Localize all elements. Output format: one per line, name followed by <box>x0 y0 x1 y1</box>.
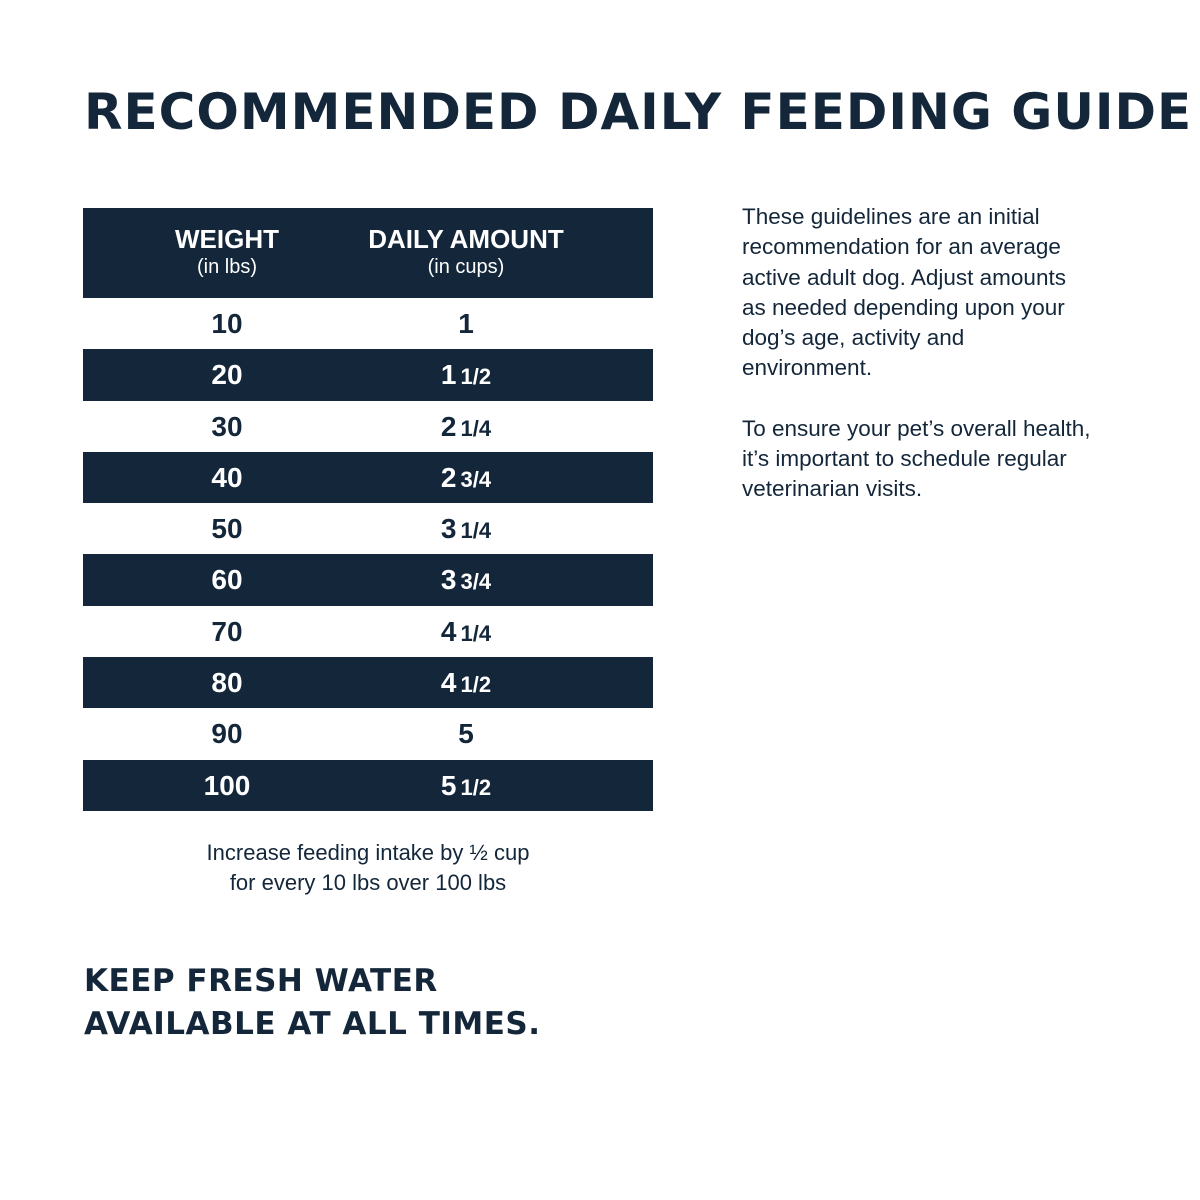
weight-cell: 30 <box>211 410 243 442</box>
amount-whole: 1 <box>440 359 457 391</box>
fresh-water-note-line: AVAILABLE AT ALL TIMES. <box>84 1006 541 1042</box>
amount-fraction: 1/2 <box>460 774 492 800</box>
amount-whole: 5 <box>440 769 457 801</box>
daily-amount-cell: 5 1/2 <box>336 760 596 811</box>
table-row: 10 1 <box>83 298 653 350</box>
daily-amount-cell: 4 1/2 <box>336 657 596 708</box>
weight-cell: 20 <box>211 359 243 391</box>
amount-fraction: 1/4 <box>460 620 492 646</box>
weight-cell: 80 <box>211 667 243 699</box>
amount-whole: 1 <box>458 308 474 339</box>
guidelines-paragraph: These guidelines are an initial recommend… <box>742 202 1142 384</box>
weight-header-unit: (in lbs) <box>196 256 257 278</box>
daily-amount-cell: 4 1/4 <box>336 606 596 657</box>
text-line: environment. <box>742 355 873 381</box>
table-row: 70 4 1/4 <box>83 605 653 658</box>
fresh-water-note: KEEP FRESH WATER AVAILABLE AT ALL TIMES. <box>84 960 644 1046</box>
amount-whole: 2 <box>440 461 457 493</box>
amount-fraction: 3/4 <box>460 569 492 595</box>
text-line: recommendation for an average <box>742 234 1061 260</box>
weight-cell: 60 <box>211 564 243 596</box>
weight-cell: 10 <box>211 308 243 339</box>
amount-whole: 5 <box>458 718 474 750</box>
weight-cell: 50 <box>211 513 243 545</box>
text-line: as needed depending upon your <box>742 294 1065 320</box>
text-line: dog’s age, activity and <box>742 325 965 351</box>
amount-whole: 4 <box>440 667 457 699</box>
amount-whole: 2 <box>440 410 457 442</box>
daily-amount-cell: 5 <box>336 708 596 759</box>
table-row: 20 1 1/2 <box>83 349 653 401</box>
daily-amount-cell: 1 <box>336 298 596 349</box>
amount-fraction: 3/4 <box>460 466 492 492</box>
daily-amount-cell: 3 1/4 <box>336 503 596 554</box>
table-header: WEIGHT (in lbs) DAILY AMOUNT (in cups) <box>83 208 653 298</box>
page-title: RECOMMENDED DAILY FEEDING GUIDE <box>84 83 1193 141</box>
table-row: 50 3 1/4 <box>83 503 653 555</box>
daily-amount-cell: 3 3/4 <box>336 554 596 605</box>
fresh-water-note-line: KEEP FRESH WATER <box>84 963 438 999</box>
weight-cell: 40 <box>211 461 243 493</box>
amount-fraction: 1/2 <box>460 672 492 698</box>
amount-header-label: DAILY AMOUNT <box>368 224 564 254</box>
weight-cell: 90 <box>211 718 243 750</box>
amount-fraction: 1/4 <box>460 415 492 441</box>
weight-column-header: WEIGHT (in lbs) <box>97 224 357 280</box>
guidelines-text: These guidelines are an initial recommend… <box>742 202 1142 505</box>
amount-fraction: 1/4 <box>460 518 492 544</box>
table-row: 90 5 <box>83 708 653 760</box>
daily-amount-cell: 2 3/4 <box>336 452 596 503</box>
feeding-intake-note-line: for every 10 lbs over 100 lbs <box>229 870 507 895</box>
text-line: To ensure your pet’s overall health, <box>742 415 1091 441</box>
amount-whole: 3 <box>440 564 457 596</box>
daily-amount-cell: 1 1/2 <box>336 349 596 400</box>
amount-fraction: 1/2 <box>460 364 492 390</box>
amount-whole: 3 <box>440 513 457 545</box>
daily-amount-cell: 2 1/4 <box>336 401 596 452</box>
amount-column-header: DAILY AMOUNT (in cups) <box>336 224 596 280</box>
health-paragraph: To ensure your pet’s overall health, it’s… <box>742 414 1142 505</box>
text-line: it’s important to schedule regular <box>742 446 1067 472</box>
feeding-intake-note: Increase feeding intake by ½ cup for eve… <box>83 838 653 898</box>
text-line: active adult dog. Adjust amounts <box>742 264 1066 290</box>
table-row: 60 3 3/4 <box>83 554 653 606</box>
weight-header-label: WEIGHT <box>175 224 279 254</box>
table-body: 10 1 20 1 1/2 30 2 1/4 40 2 3/4 50 3 1/4 60 3 3/4 70 4 1/4 8… <box>83 298 653 811</box>
feeding-table: WEIGHT (in lbs) DAILY AMOUNT (in cups) 1… <box>83 208 653 811</box>
amount-whole: 4 <box>440 615 457 647</box>
text-line: veterinarian visits. <box>742 476 923 502</box>
table-row: 40 2 3/4 <box>83 451 653 504</box>
table-row: 30 2 1/4 <box>83 400 653 452</box>
weight-cell: 100 <box>203 769 251 801</box>
table-row: 80 4 1/2 <box>83 657 653 709</box>
table-row: 100 5 1/2 <box>83 759 653 811</box>
text-line: These guidelines are an initial <box>742 204 1040 229</box>
weight-cell: 70 <box>211 615 243 647</box>
amount-header-unit: (in cups) <box>427 256 505 278</box>
feeding-intake-note-line: Increase feeding intake by ½ cup <box>206 840 530 865</box>
